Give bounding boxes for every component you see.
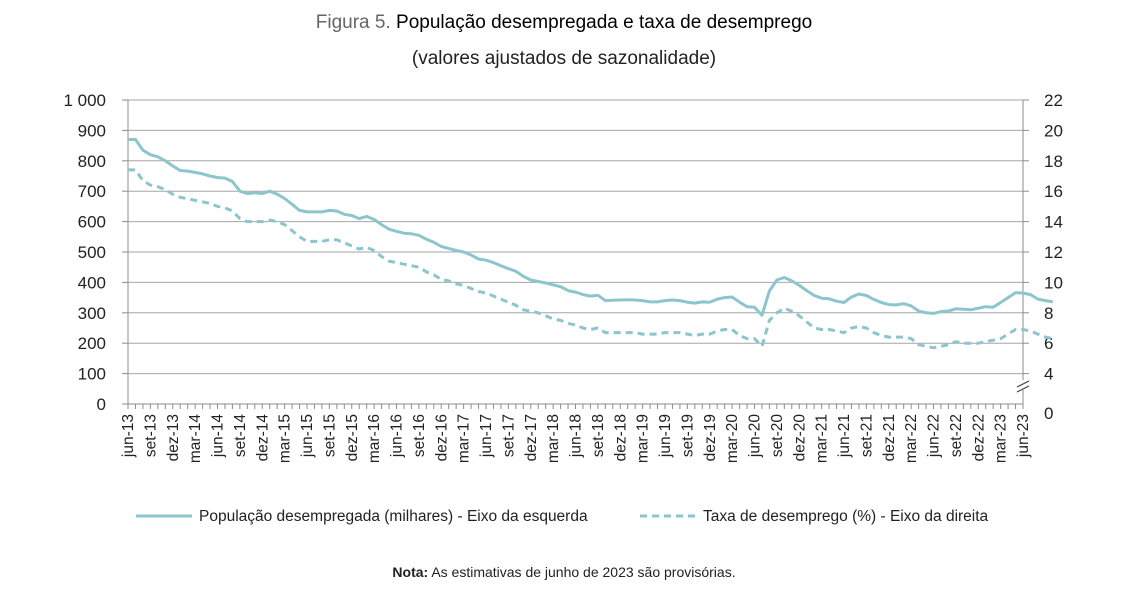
x-axis-ticks: jun-13 set-13 dez-13 mar-14 jun-14 set-14 dez-… [120, 404, 1032, 463]
x-tick-label: mar-18 [545, 414, 562, 463]
x-tick-label: mar-23 [993, 414, 1010, 463]
x-tick-label: jun-13 [120, 414, 137, 458]
left-tick-label: 700 [78, 182, 106, 201]
right-tick-label: 10 [1044, 273, 1063, 292]
left-tick-label: 100 [78, 365, 106, 384]
x-tick-label: dez-22 [970, 414, 987, 461]
x-tick-label: set-22 [948, 414, 965, 457]
x-tick-label: set-14 [232, 414, 249, 457]
series-line-unemployment-rate [128, 168, 1054, 350]
x-tick-label: set-21 [858, 414, 875, 457]
left-tick-label: 800 [78, 152, 106, 171]
x-tick-label: set-17 [500, 414, 517, 457]
x-tick-label: mar-14 [187, 414, 204, 463]
x-tick-label: jun-23 [1015, 414, 1032, 458]
x-tick-label: jun-20 [747, 414, 764, 458]
x-tick-label: jun-15 [299, 414, 316, 458]
note-label: Nota: [392, 564, 429, 580]
legend-label-unemployed-population: População desempregada (milhares) - Eixo… [199, 508, 588, 525]
x-tick-label: mar-20 [724, 414, 741, 463]
left-axis-ticks: 0 100 200 300 400 500 600 700 800 900 1 000 [63, 91, 128, 414]
x-tick-label: dez-17 [523, 414, 540, 461]
left-tick-label: 500 [78, 243, 106, 262]
left-tick-label: 400 [78, 273, 106, 292]
note-text: As estimativas de junho de 2023 são prov… [431, 564, 736, 580]
x-tick-label: set-15 [321, 414, 338, 457]
x-tick-label: mar-16 [366, 414, 383, 463]
x-tick-label: mar-21 [814, 414, 831, 463]
x-tick-label: dez-15 [344, 414, 361, 461]
x-tick-label: set-16 [411, 414, 428, 457]
x-tick-label: mar-17 [456, 414, 473, 463]
left-tick-label: 300 [78, 304, 106, 323]
x-tick-label: set-20 [769, 414, 786, 457]
legend: População desempregada (milhares) - Eixo… [136, 508, 989, 525]
right-tick-label: 20 [1044, 121, 1063, 140]
chart-title-text: População desempregada e taxa de desempr… [396, 12, 813, 33]
x-tick-label: jun-22 [926, 414, 943, 458]
right-axis-ticks: 4 6 8 10 12 14 16 18 20 22 0 [1023, 91, 1063, 423]
x-tick-label: dez-18 [612, 414, 629, 461]
series-line-unemployed-population [128, 138, 1054, 317]
x-tick-label: dez-20 [791, 414, 808, 462]
left-tick-label: 1 000 [63, 91, 106, 110]
x-tick-label: set-18 [590, 414, 607, 457]
x-tick-label: dez-14 [254, 414, 271, 462]
x-tick-label: dez-16 [433, 414, 450, 461]
left-tick-label: 200 [78, 334, 106, 353]
right-tick-label: 12 [1044, 243, 1063, 262]
right-tick-label: 16 [1044, 182, 1063, 201]
axis-break-mark [1016, 380, 1030, 388]
legend-label-unemployment-rate: Taxa de desemprego (%) - Eixo da direita [703, 508, 989, 525]
right-tick-label: 4 [1044, 365, 1053, 384]
figure-number: Figura 5. [315, 12, 391, 33]
x-tick-label: jun-19 [657, 414, 674, 458]
x-tick-label: set-13 [142, 414, 159, 457]
series-lines [128, 138, 1054, 350]
x-tick-label: jun-16 [389, 414, 406, 458]
x-tick-label: mar-22 [903, 414, 920, 463]
right-tick-label: 6 [1044, 334, 1053, 353]
x-tick-label: dez-21 [881, 414, 898, 461]
left-tick-label: 600 [78, 213, 106, 232]
x-tick-label: jun-14 [210, 414, 227, 458]
x-tick-label: jun-18 [568, 414, 585, 458]
chart-title: Figura 5. População desempregada e taxa … [0, 12, 1128, 34]
x-tick-label: jun-21 [836, 414, 853, 458]
right-tick-label: 14 [1044, 213, 1063, 232]
x-tick-label: set-19 [679, 414, 696, 457]
left-tick-label: 900 [78, 121, 106, 140]
footnote: Nota: As estimativas de junho de 2023 sã… [0, 564, 1128, 580]
x-tick-label: mar-19 [635, 414, 652, 463]
x-tick-label: dez-19 [702, 414, 719, 461]
gridlines [128, 99, 1023, 375]
chart-subtitle: (valores ajustados de sazonalidade) [411, 48, 717, 69]
right-tick-label-zero: 0 [1044, 404, 1053, 423]
right-tick-label: 22 [1044, 91, 1063, 110]
right-tick-label: 8 [1044, 304, 1053, 323]
axis-break-gap [1017, 380, 1029, 390]
x-tick-label: dez-13 [165, 414, 182, 461]
left-tick-label: 0 [97, 395, 106, 414]
x-tick-label: jun-17 [478, 414, 495, 458]
right-tick-label: 18 [1044, 152, 1063, 171]
x-tick-label: mar-15 [277, 414, 294, 463]
axis-break-mark [1016, 385, 1030, 393]
